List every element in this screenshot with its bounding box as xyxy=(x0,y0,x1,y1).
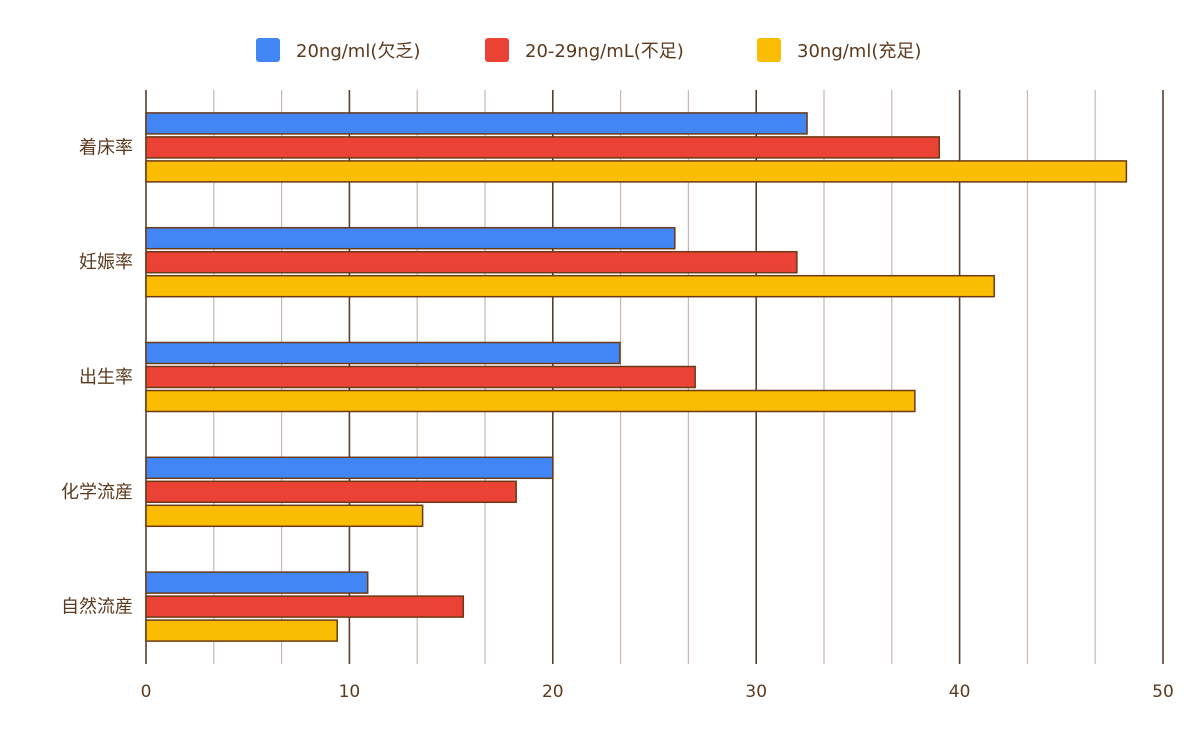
x-tick-label: 30 xyxy=(745,682,767,702)
bar xyxy=(145,274,995,298)
legend-label: 30ng/ml(充足) xyxy=(797,41,921,62)
legend-label: 20-29ng/mL(不足) xyxy=(525,41,684,62)
bar xyxy=(145,480,517,504)
bar xyxy=(145,136,941,159)
legend-swatch xyxy=(757,38,781,62)
legend-swatch xyxy=(485,38,509,62)
bar xyxy=(145,226,676,250)
category-label: 出生率 xyxy=(79,367,133,388)
bar xyxy=(145,504,424,528)
bar xyxy=(145,456,554,480)
bar xyxy=(145,250,798,274)
bar xyxy=(145,595,465,618)
x-tick-labels: 0 10 20 30 40 50 xyxy=(141,682,1174,702)
x-tick-label: 10 xyxy=(339,682,361,702)
x-tick-label: 0 xyxy=(141,682,152,702)
x-tick-label: 40 xyxy=(949,682,971,702)
category-label: 妊娠率 xyxy=(79,252,133,273)
legend-swatch xyxy=(256,38,280,62)
category-label: 自然流産 xyxy=(61,597,133,618)
bar xyxy=(145,341,621,365)
legend-label: 20ng/ml(欠乏) xyxy=(296,41,420,62)
bar xyxy=(145,160,1128,183)
bar xyxy=(145,389,916,413)
x-tick-label: 20 xyxy=(542,682,564,702)
x-tick-label: 50 xyxy=(1152,682,1174,702)
bar xyxy=(145,112,808,135)
category-label: 着床率 xyxy=(79,137,133,158)
bars xyxy=(145,112,1128,642)
bar xyxy=(145,571,369,594)
bar xyxy=(145,619,338,642)
bar xyxy=(145,365,696,389)
legend: 20ng/ml(欠乏) 20-29ng/mL(不足) 30ng/ml(充足) xyxy=(256,38,921,62)
category-label: 化学流産 xyxy=(61,482,133,503)
